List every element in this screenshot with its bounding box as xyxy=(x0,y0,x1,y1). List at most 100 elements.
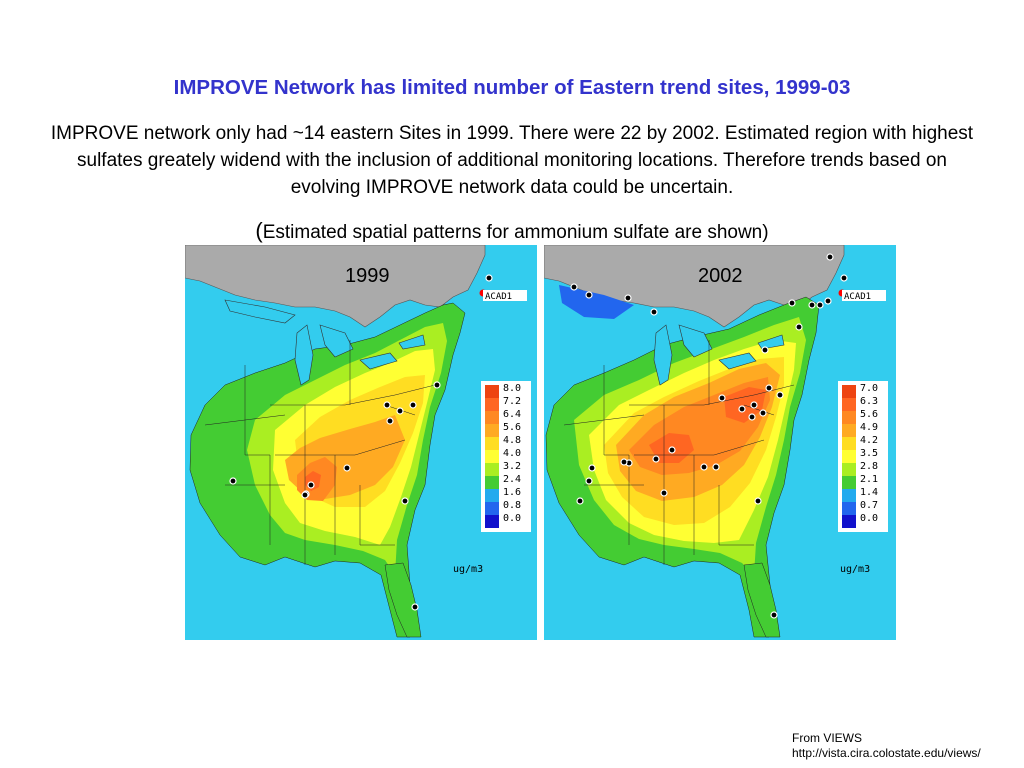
site-marker xyxy=(816,301,824,309)
site-marker xyxy=(411,603,419,611)
legend-label: 5.6 xyxy=(503,422,521,433)
site-marker xyxy=(386,417,394,425)
legend-swatch xyxy=(485,515,499,528)
slide-title: IMPROVE Network has limited number of Ea… xyxy=(173,76,851,99)
superior-blue-zone xyxy=(559,285,634,319)
acad1-label: ACAD1 xyxy=(485,292,512,302)
site-marker xyxy=(808,301,816,309)
legend-unit: ug/m3 xyxy=(453,564,483,575)
legend-label: 0.8 xyxy=(503,500,521,511)
site-marker xyxy=(620,458,628,466)
acad1-label-box xyxy=(483,290,527,301)
legend-swatch xyxy=(842,489,856,502)
site-marker xyxy=(795,323,803,331)
acad1-label: ACAD1 xyxy=(844,292,871,302)
legend-swatch xyxy=(485,437,499,450)
site-marker xyxy=(396,407,404,415)
legend-1999: 8.0 7.2 6.4 5.6 4.8 4.0 3.2 2.4 1.6 0.8 0.0 xyxy=(481,381,531,532)
site-marker xyxy=(585,477,593,485)
site-marker xyxy=(700,463,708,471)
legend-label: 4.8 xyxy=(503,435,521,446)
legend-swatch xyxy=(842,450,856,463)
legend-label: 2.8 xyxy=(860,461,878,472)
legend-label: 6.4 xyxy=(503,409,521,420)
site-marker xyxy=(776,391,784,399)
site-marker xyxy=(585,291,593,299)
legend-label: 0.0 xyxy=(860,513,878,524)
source-url: http://vista.cira.colostate.edu/views/ xyxy=(792,746,981,760)
slide-body-text: IMPROVE network only had ~14 eastern Sit… xyxy=(50,123,974,198)
legend-swatch xyxy=(485,463,499,476)
legend-swatch xyxy=(842,411,856,424)
canada-region xyxy=(185,245,486,328)
site-marker xyxy=(307,481,315,489)
legend-unit: ug/m3 xyxy=(840,564,870,575)
site-marker xyxy=(588,464,596,472)
source-credit: From VIEWS http://vista.cira.colostate.e… xyxy=(792,731,981,761)
site-marker xyxy=(343,464,351,472)
site-marker xyxy=(826,253,834,261)
legend-swatch xyxy=(485,489,499,502)
site-marker xyxy=(576,497,584,505)
site-marker xyxy=(712,463,720,471)
legend-label: 4.2 xyxy=(860,435,878,446)
florida-peninsula xyxy=(743,562,781,638)
site-marker xyxy=(301,491,309,499)
site-marker xyxy=(788,299,796,307)
site-marker xyxy=(824,297,832,305)
legend-label: 1.6 xyxy=(503,487,521,498)
legend-swatch xyxy=(842,502,856,515)
site-marker xyxy=(652,455,660,463)
legend-swatch xyxy=(485,385,499,398)
legend-label: 0.0 xyxy=(503,513,521,524)
legend-swatch xyxy=(485,476,499,489)
caption-open-paren: ( xyxy=(255,218,263,243)
legend-swatch xyxy=(842,515,856,528)
legend-swatch xyxy=(485,502,499,515)
site-marker xyxy=(748,413,756,421)
site-marker xyxy=(738,405,746,413)
site-marker xyxy=(718,394,726,402)
sulfate-map-1999: 8.0 7.2 6.4 5.6 4.8 4.0 3.2 2.4 1.6 0.8 0.0 ACAD1 … xyxy=(185,245,537,640)
map-caption: (Estimated spatial patterns for ammonium… xyxy=(0,218,1024,244)
site-marker xyxy=(770,611,778,619)
great-lakes xyxy=(224,299,426,386)
contour-red-east xyxy=(724,387,766,423)
acad1-label-box xyxy=(842,290,886,301)
source-line-1: From VIEWS xyxy=(792,731,863,745)
legend-label: 4.0 xyxy=(503,448,521,459)
legend-label: 1.4 xyxy=(860,487,878,498)
great-lakes xyxy=(653,324,785,386)
legend-label: 0.7 xyxy=(860,500,878,511)
site-marker xyxy=(759,409,767,417)
site-marker xyxy=(409,401,417,409)
legend-swatch xyxy=(842,437,856,450)
state-borders xyxy=(204,340,436,565)
legend-swatch xyxy=(485,424,499,437)
site-marker xyxy=(229,477,237,485)
site-marker xyxy=(761,346,769,354)
caption-close-paren: ) xyxy=(762,222,769,243)
legend-swatch xyxy=(485,450,499,463)
map-year-label: 2002 xyxy=(698,265,743,287)
legend-swatch xyxy=(842,463,856,476)
legend-label: 7.0 xyxy=(860,383,878,394)
site-marker xyxy=(765,384,773,392)
legend-label: 2.1 xyxy=(860,474,878,485)
legend-2002: 7.0 6.3 5.6 4.9 4.2 3.5 2.8 2.1 1.4 0.7 0.0 xyxy=(838,381,888,532)
legend-label: 6.3 xyxy=(860,396,878,407)
site-marker xyxy=(433,381,441,389)
site-marker xyxy=(401,497,409,505)
state-borders xyxy=(563,340,795,565)
legend-label: 3.5 xyxy=(860,448,878,459)
legend-swatch xyxy=(485,398,499,411)
monitoring-sites-2002 xyxy=(570,253,848,619)
site-marker xyxy=(650,308,658,316)
site-marker xyxy=(624,294,632,302)
legend-swatch xyxy=(842,424,856,437)
florida-peninsula xyxy=(384,562,422,638)
monitoring-sites-1999 xyxy=(229,274,493,611)
site-marker xyxy=(383,401,391,409)
caption-text: Estimated spatial patterns for ammonium … xyxy=(262,222,763,243)
legend-swatch xyxy=(842,385,856,398)
